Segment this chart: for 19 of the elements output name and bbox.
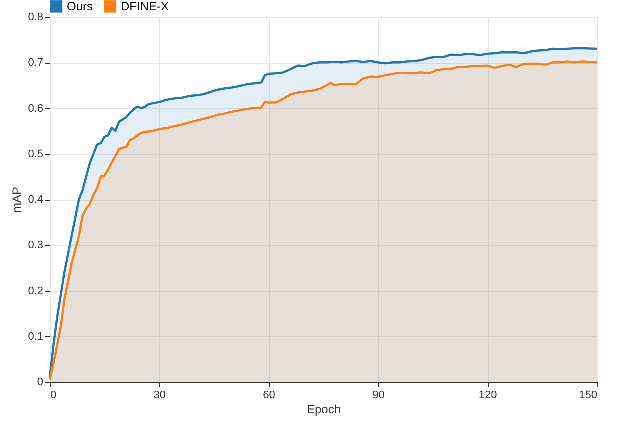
y-tick-label: 0.7 — [28, 57, 44, 70]
legend-label: DFINE-X — [121, 0, 169, 14]
x-tick-label: 90 — [372, 390, 385, 402]
y-tick-label: 0.1 — [28, 330, 44, 343]
x-tick-label: 150 — [579, 390, 598, 402]
y-tick-label: 0.5 — [28, 148, 44, 160]
y-tick-label: 0.3 — [28, 240, 44, 252]
x-tick-label: 60 — [263, 390, 276, 402]
y-tick-label: 0.4 — [28, 194, 44, 206]
y-tick-label: 0 — [37, 376, 44, 388]
y-axis-title: mAP — [10, 186, 24, 214]
x-tick-label: 30 — [154, 390, 166, 402]
x-tick-label: 0 — [50, 390, 57, 402]
legend-label: Ours — [67, 0, 94, 14]
x-tick-label: 120 — [478, 390, 498, 402]
y-tick-label: 0.6 — [28, 102, 44, 115]
y-tick-label: 0.2 — [28, 285, 44, 298]
x-axis-title: Epoch — [306, 402, 342, 416]
y-tick-label: 0.8 — [28, 12, 44, 24]
